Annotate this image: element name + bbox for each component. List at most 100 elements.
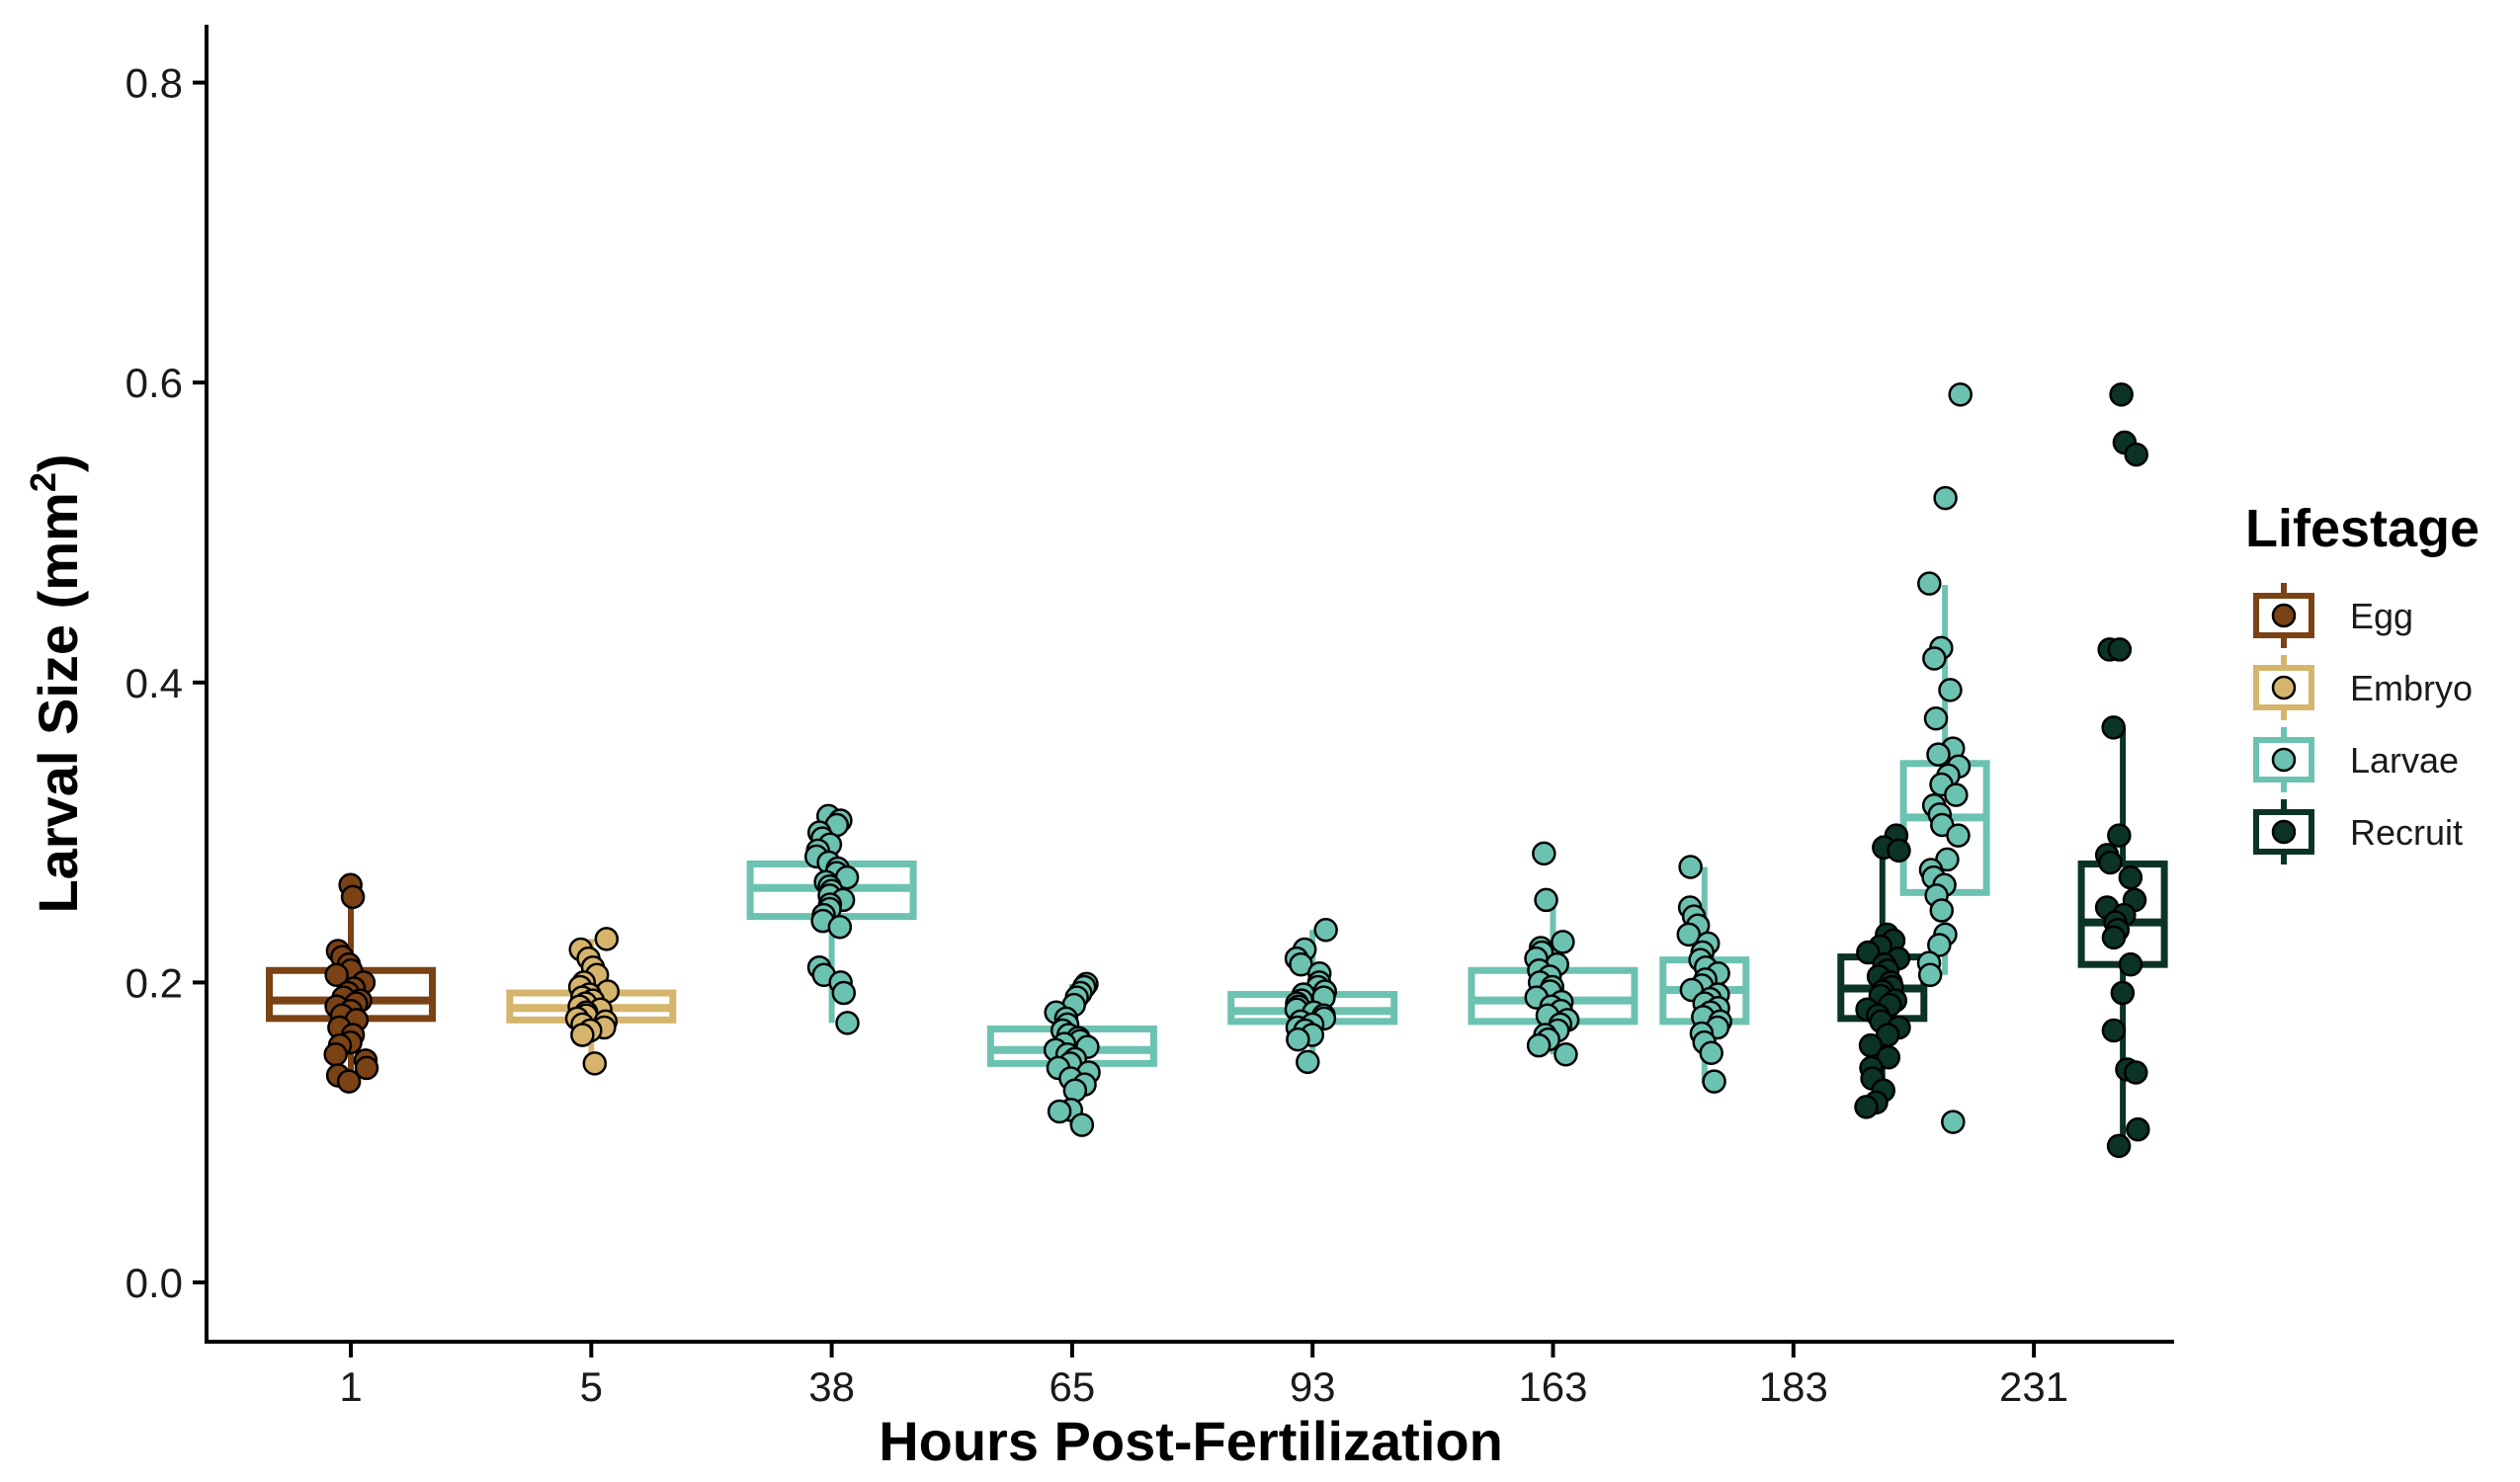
data-point [2110, 980, 2136, 1006]
x-tick-label: 1 [339, 1363, 362, 1410]
y-tick-label: 0.4 [126, 660, 183, 706]
data-point [1678, 855, 1703, 879]
legend-key-point [2271, 819, 2297, 845]
data-point [582, 1051, 608, 1076]
legend-label: Egg [2350, 596, 2413, 636]
data-point [2118, 951, 2143, 977]
data-point [354, 1055, 379, 1081]
legend-label: Larvae [2350, 740, 2459, 781]
x-tick-label: 231 [1999, 1363, 2068, 1410]
data-point [2101, 925, 2127, 950]
data-point [1929, 898, 1955, 923]
data-point [827, 914, 853, 940]
data-point [2101, 1018, 2127, 1043]
points-larvae-38 [803, 803, 860, 1035]
points-larvae-65 [1043, 971, 1101, 1137]
legend-label: Embryo [2350, 668, 2473, 708]
y-axis-title: Larval Size (mm2) [23, 453, 89, 913]
points-larvae-183 [1676, 855, 1732, 1094]
x-tick-label: 65 [1050, 1363, 1096, 1410]
data-point [2098, 850, 2123, 875]
y-tick-label: 0.0 [126, 1260, 183, 1306]
legend-item-embryo: Embryo [2253, 655, 2473, 720]
legend-title: Lifestage [2245, 499, 2479, 558]
legend-key-point [2271, 747, 2297, 773]
data-point [1946, 823, 1971, 848]
data-point [2107, 823, 2132, 848]
y-ticks: 0.0 0.2 0.4 0.6 0.8 [126, 60, 207, 1306]
x-tick-label: 183 [1759, 1363, 1828, 1410]
legend: Lifestage Egg Embryo Larvae Recruit [2245, 499, 2479, 864]
data-point [1702, 1069, 1726, 1094]
x-tick-label: 5 [580, 1363, 603, 1410]
data-point [835, 1011, 860, 1035]
data-point [1047, 1099, 1072, 1124]
data-point [1286, 1027, 1310, 1052]
data-point [323, 1042, 348, 1067]
data-point [570, 1023, 595, 1047]
data-point [1534, 887, 1558, 913]
y-tick-label: 0.6 [126, 360, 183, 406]
data-point [1676, 922, 1702, 947]
legend-label: Recruit [2350, 812, 2463, 853]
plot-area [266, 382, 2168, 1159]
data-point [1927, 933, 1952, 957]
data-point [1887, 838, 1911, 864]
data-point [2124, 1060, 2148, 1085]
data-point [1854, 1095, 1879, 1119]
data-point [1876, 1045, 1901, 1070]
data-point [2118, 864, 2143, 890]
x-axis-title: Hours Post-Fertilization [879, 1410, 1503, 1472]
points-larvae-93 [1284, 918, 1338, 1075]
legend-item-recruit: Recruit [2253, 799, 2463, 864]
data-point [1313, 918, 1338, 943]
data-point [1941, 1110, 1966, 1134]
data-point [1948, 382, 1973, 407]
legend-key-point [2271, 603, 2297, 628]
data-point [2101, 715, 2126, 740]
y-axis-title-sup: 2 [23, 472, 63, 492]
data-point [1923, 705, 1949, 731]
data-point [2124, 442, 2148, 467]
y-tick-label: 0.2 [126, 959, 183, 1006]
points-larvae-163 [1524, 841, 1580, 1067]
data-point [1526, 1032, 1552, 1058]
y-tick-label: 0.8 [126, 60, 183, 107]
data-point [1554, 1042, 1578, 1067]
data-point [2109, 382, 2134, 407]
data-point [1551, 930, 1575, 954]
data-point [2106, 1133, 2132, 1159]
data-point [340, 884, 366, 910]
data-point [1944, 782, 1969, 807]
data-point [1069, 1112, 1095, 1137]
data-point [1532, 841, 1556, 866]
x-ticks: 1 5 38 65 93 163 183 231 [339, 1344, 2068, 1410]
points-embryo-5 [564, 927, 621, 1076]
y-axis-title-main: Larval Size (mm [27, 492, 89, 913]
y-axis-title-close: ) [27, 453, 89, 472]
data-point [594, 927, 620, 951]
legend-item-egg: Egg [2253, 583, 2413, 648]
x-tick-label: 93 [1290, 1363, 1336, 1410]
points-recruit-183 [1854, 823, 1911, 1119]
data-point [336, 1069, 362, 1094]
data-point [1926, 742, 1951, 767]
legend-key-point [2271, 675, 2297, 700]
points-egg-1 [323, 872, 379, 1094]
data-point [324, 962, 349, 988]
data-point [1062, 1078, 1088, 1103]
data-point [1296, 1049, 1320, 1075]
points-recruit-231 [2094, 382, 2150, 1159]
x-tick-label: 38 [808, 1363, 855, 1410]
data-point [1922, 646, 1947, 671]
legend-item-larvae: Larvae [2253, 727, 2459, 792]
data-point [831, 980, 857, 1006]
data-point [1856, 940, 1881, 965]
x-tick-label: 163 [1518, 1363, 1587, 1410]
data-point [1917, 571, 1942, 596]
data-point [1933, 485, 1958, 511]
data-point [2126, 1116, 2150, 1142]
data-point [1938, 678, 1963, 702]
data-point [2107, 637, 2133, 662]
